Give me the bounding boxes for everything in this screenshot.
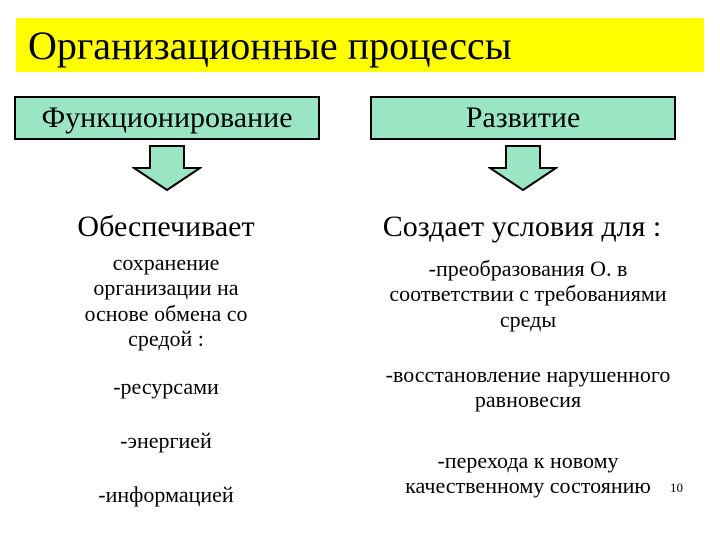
right-subhead: Создает условия для : (362, 210, 682, 244)
arrow-down-right (488, 144, 558, 192)
box-functioning-label: Функционирование (41, 101, 292, 135)
arrow-down-left (132, 144, 202, 192)
left-body3: -энергией (66, 428, 266, 453)
box-development: Развитие (370, 96, 676, 140)
left-body4: -информацией (66, 482, 266, 507)
right-body1: -преобразования О. в соответствии с треб… (388, 256, 668, 332)
right-body3: -перехода к новому качественному состоян… (388, 448, 668, 499)
title-bar: Организационные процессы (16, 18, 704, 72)
left-body1: сохранение организации на основе обмена … (66, 250, 266, 351)
right-body2: -восстановление нарушенного равновесия (378, 362, 678, 413)
left-body2: -ресурсами (66, 374, 266, 399)
page-number: 10 (670, 480, 683, 496)
box-functioning: Функционирование (14, 96, 320, 140)
page-title: Организационные процессы (28, 22, 512, 69)
box-development-label: Развитие (466, 101, 581, 135)
left-subhead: Обеспечивает (6, 210, 326, 244)
